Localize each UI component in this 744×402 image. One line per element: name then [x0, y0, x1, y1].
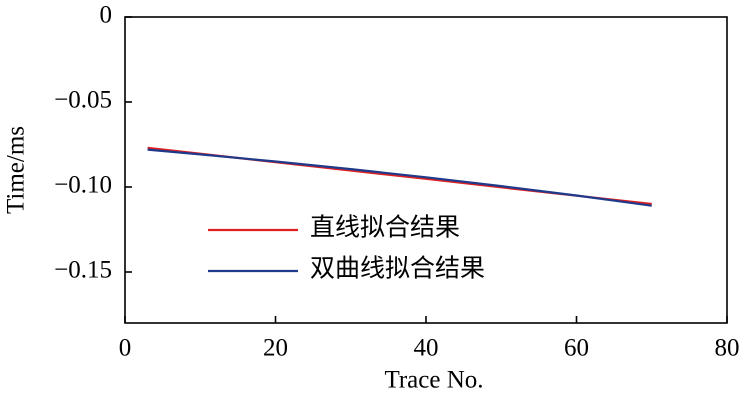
x-axis-title: Trace No.: [384, 367, 483, 394]
y-tick-label: 0: [100, 2, 113, 29]
x-tick-label: 0: [119, 335, 132, 362]
legend-label: 直线拟合结果: [310, 214, 460, 242]
x-tick-label: 80: [715, 335, 740, 362]
legend-label: 双曲线拟合结果: [310, 255, 485, 283]
y-tick-label: −0.05: [54, 87, 112, 114]
x-tick-label: 60: [564, 335, 589, 362]
y-tick-label: −0.10: [54, 172, 112, 199]
x-tick-label: 40: [414, 335, 439, 362]
line-series: [147, 148, 652, 207]
x-tick-label: 20: [263, 335, 288, 362]
y-tick-label: −0.15: [54, 257, 112, 284]
y-axis-title: Time/ms: [3, 126, 30, 214]
